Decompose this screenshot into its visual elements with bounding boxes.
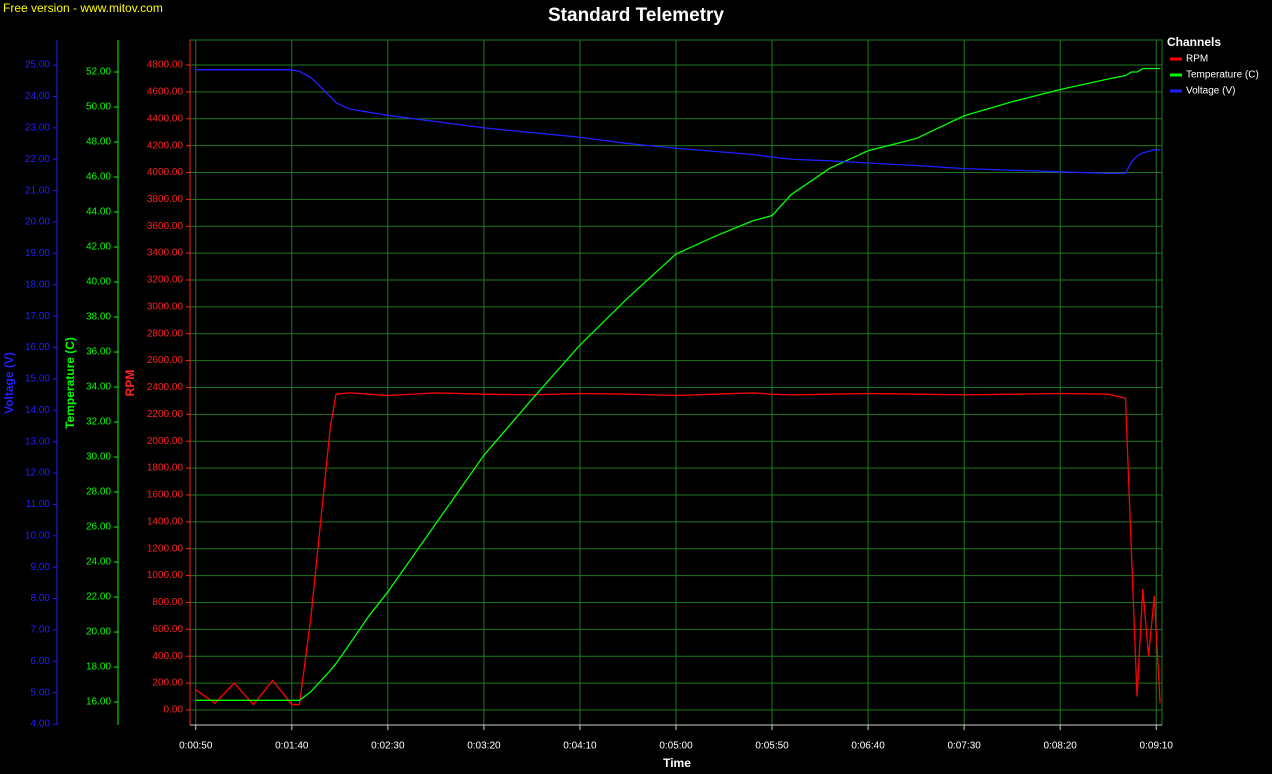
y-tick-label: 4.00: [31, 719, 51, 730]
y-tick-label: 2600.00: [147, 355, 184, 366]
y-tick-label: 4400.00: [147, 113, 184, 124]
y-tick-label: 25.00: [25, 60, 50, 71]
legend-label: Temperature (C): [1186, 70, 1259, 81]
x-tick-label: 0:08:20: [1044, 741, 1078, 752]
y-tick-label: 24.00: [86, 557, 111, 568]
y-tick-label: 18.00: [86, 662, 111, 673]
y-tick-label: 26.00: [86, 522, 111, 533]
x-tick-label: 0:05:00: [659, 741, 693, 752]
y-tick-label: 12.00: [25, 468, 50, 479]
x-tick-label: 0:03:20: [467, 741, 501, 752]
series-line: [195, 69, 1161, 175]
y-tick-label: 20.00: [86, 627, 111, 638]
y-tick-label: 1800.00: [147, 463, 184, 474]
y-tick-label: 16.00: [25, 342, 50, 353]
y-tick-label: 4000.00: [147, 167, 184, 178]
y-tick-label: 600.00: [152, 624, 183, 635]
y-tick-label: 3800.00: [147, 194, 184, 205]
y-tick-label: 1200.00: [147, 543, 184, 554]
y-tick-label: 21.00: [25, 185, 50, 196]
y-tick-label: 46.00: [86, 172, 111, 183]
y-tick-label: 32.00: [86, 417, 111, 428]
y-tick-label: 3600.00: [147, 221, 184, 232]
y-tick-label: 200.00: [152, 678, 183, 689]
y-tick-label: 42.00: [86, 242, 111, 253]
x-tick-label: 0:09:10: [1140, 741, 1174, 752]
series-line: [195, 392, 1161, 706]
y-tick-label: 8.00: [31, 593, 51, 604]
y3-axis-title: Voltage (V): [2, 352, 16, 414]
y-tick-label: 1400.00: [147, 516, 184, 527]
y-tick-label: 3200.00: [147, 275, 184, 286]
y-tick-label: 4200.00: [147, 140, 184, 151]
y-tick-label: 1600.00: [147, 490, 184, 501]
legend-label: RPM: [1186, 54, 1208, 65]
y-tick-label: 28.00: [86, 487, 111, 498]
y-tick-label: 19.00: [25, 248, 50, 259]
x-tick-label: 0:00:50: [179, 741, 213, 752]
y-tick-label: 18.00: [25, 279, 50, 290]
y-tick-label: 6.00: [31, 656, 51, 667]
y-tick-label: 50.00: [86, 102, 111, 113]
y-tick-label: 40.00: [86, 277, 111, 288]
watermark: Free version - www.mitov.com: [3, 1, 163, 15]
y-tick-label: 34.00: [86, 382, 111, 393]
x-tick-label: 0:06:40: [851, 741, 885, 752]
y-tick-label: 48.00: [86, 137, 111, 148]
y-tick-label: 1000.00: [147, 570, 184, 581]
y-tick-label: 30.00: [86, 452, 111, 463]
y-tick-label: 22.00: [86, 592, 111, 603]
y-tick-label: 2200.00: [147, 409, 184, 420]
y-tick-label: 3400.00: [147, 248, 184, 259]
y-tick-label: 2400.00: [147, 382, 184, 393]
chart-title: Standard Telemetry: [548, 5, 724, 26]
y-tick-label: 16.00: [86, 697, 111, 708]
y-tick-label: 7.00: [31, 625, 51, 636]
y-tick-label: 44.00: [86, 207, 111, 218]
y-tick-label: 9.00: [31, 562, 51, 573]
legend-title: Channels: [1167, 35, 1221, 49]
y-tick-label: 38.00: [86, 312, 111, 323]
y-tick-label: 0.00: [164, 705, 184, 716]
y-tick-label: 24.00: [25, 91, 50, 102]
y-axis-title: RPM: [123, 370, 137, 397]
y-tick-label: 14.00: [25, 405, 50, 416]
y-tick-label: 52.00: [86, 67, 111, 78]
y-tick-label: 400.00: [152, 651, 183, 662]
y-tick-label: 2800.00: [147, 328, 184, 339]
y-tick-label: 2000.00: [147, 436, 184, 447]
y-tick-label: 5.00: [31, 687, 51, 698]
y-tick-label: 11.00: [26, 499, 51, 510]
series-line: [195, 67, 1161, 701]
y-tick-label: 17.00: [25, 311, 50, 322]
y-tick-label: 10.00: [25, 530, 50, 541]
y-tick-label: 23.00: [25, 123, 50, 134]
x-tick-label: 0:01:40: [275, 741, 309, 752]
y-tick-label: 13.00: [25, 436, 50, 447]
plot-area: [195, 67, 1161, 706]
y-tick-label: 36.00: [86, 347, 111, 358]
x-tick-label: 0:04:10: [563, 741, 597, 752]
y-tick-label: 15.00: [25, 374, 50, 385]
x-axis-title: Time: [663, 756, 691, 770]
y-tick-label: 20.00: [25, 217, 50, 228]
legend-label: Voltage (V): [1186, 86, 1235, 97]
x-tick-label: 0:02:30: [371, 741, 405, 752]
y2-axis-title: Temperature (C): [63, 337, 77, 429]
y-tick-label: 3000.00: [147, 301, 184, 312]
y-tick-label: 22.00: [25, 154, 50, 165]
y-tick-label: 4600.00: [147, 87, 184, 98]
y-tick-label: 800.00: [152, 597, 183, 608]
y-tick-label: 4800.00: [147, 60, 184, 71]
x-tick-label: 0:05:50: [755, 741, 789, 752]
x-tick-label: 0:07:30: [947, 741, 981, 752]
